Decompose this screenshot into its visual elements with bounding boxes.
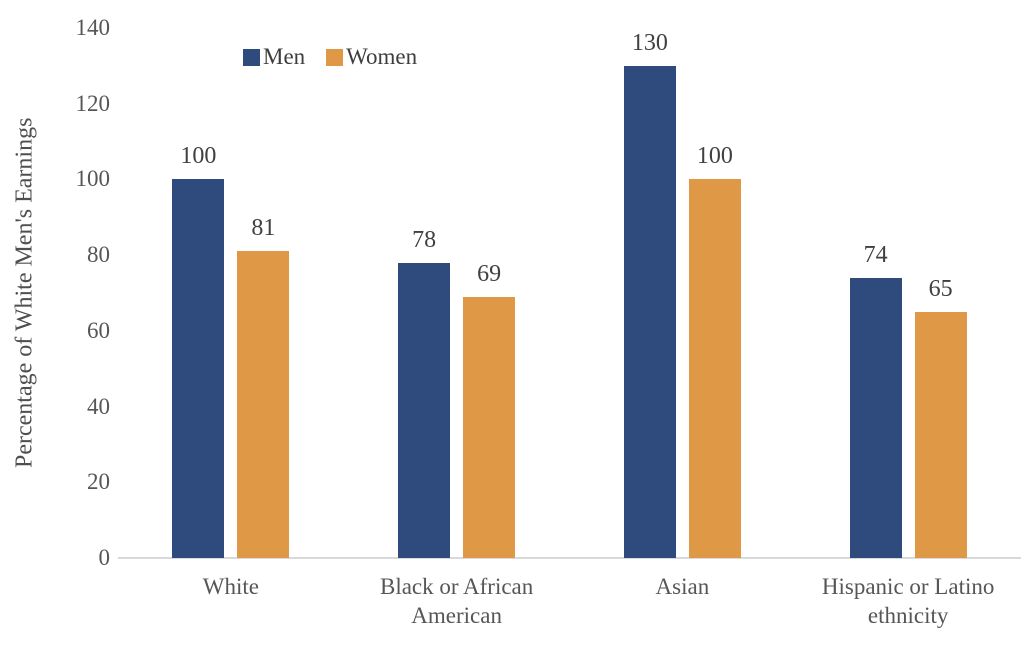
bar-value-women-black-or-african-american: 69 (477, 260, 502, 287)
bar-value-men-white: 100 (180, 143, 217, 170)
y-tick-label-40: 40 (87, 393, 110, 419)
x-axis-label-hispanic-or-latino-ethnicity: Hispanic or Latino ethnicity (821, 574, 995, 628)
y-tick-label-120: 120 (75, 90, 111, 116)
legend-label-men: Men (263, 44, 306, 69)
bar-value-men-asian: 130 (631, 29, 668, 56)
bar-men-black-or-african-american (398, 262, 451, 558)
bar-women-white (237, 251, 290, 558)
bar-men-hispanic-or-latino-ethnicity (849, 277, 902, 558)
bar-value-women-hispanic-or-latino-ethnicity: 65 (928, 275, 953, 302)
legend-swatch-men-icon (243, 48, 260, 66)
y-tick-label-80: 80 (87, 242, 110, 268)
bar-women-black-or-african-american (463, 296, 516, 558)
bar-men-asian (623, 65, 676, 558)
legend-swatch-women-icon (326, 48, 344, 66)
legend-item-men: Men (243, 44, 305, 70)
bar-men-white (172, 179, 225, 558)
y-tick-label-140: 140 (75, 15, 111, 40)
bar-women-asian (688, 179, 741, 558)
y-axis-tick-labels: 0 20 40 60 80 100 120 140 (0, 15, 111, 570)
plot-area: 100 81 78 69 130 100 74 65 (118, 28, 1021, 559)
bar-value-men-hispanic-or-latino-ethnicity: 74 (863, 241, 888, 268)
x-axis-label-white: White (202, 574, 259, 599)
x-axis-label-black-or-african-american: Black or African American (379, 574, 534, 628)
legend: Men Women (243, 44, 417, 70)
y-tick-label-20: 20 (87, 469, 110, 495)
bar-value-women-white: 81 (251, 215, 276, 242)
bar-value-women-asian: 100 (696, 143, 733, 170)
legend-item-women: Women (326, 44, 417, 70)
y-tick-label-100: 100 (75, 166, 111, 192)
y-tick-label-0: 0 (98, 545, 111, 570)
x-axis-line (118, 557, 1021, 559)
x-axis-label-asian: Asian (655, 574, 710, 599)
legend-label-women: Women (346, 44, 418, 69)
x-axis-category-labels: White Black or African American Asian Hispa… (118, 572, 1021, 642)
bar-value-men-black-or-african-american: 78 (412, 226, 437, 253)
y-tick-label-60: 60 (87, 317, 110, 343)
bar-women-hispanic-or-latino-ethnicity (914, 311, 967, 558)
